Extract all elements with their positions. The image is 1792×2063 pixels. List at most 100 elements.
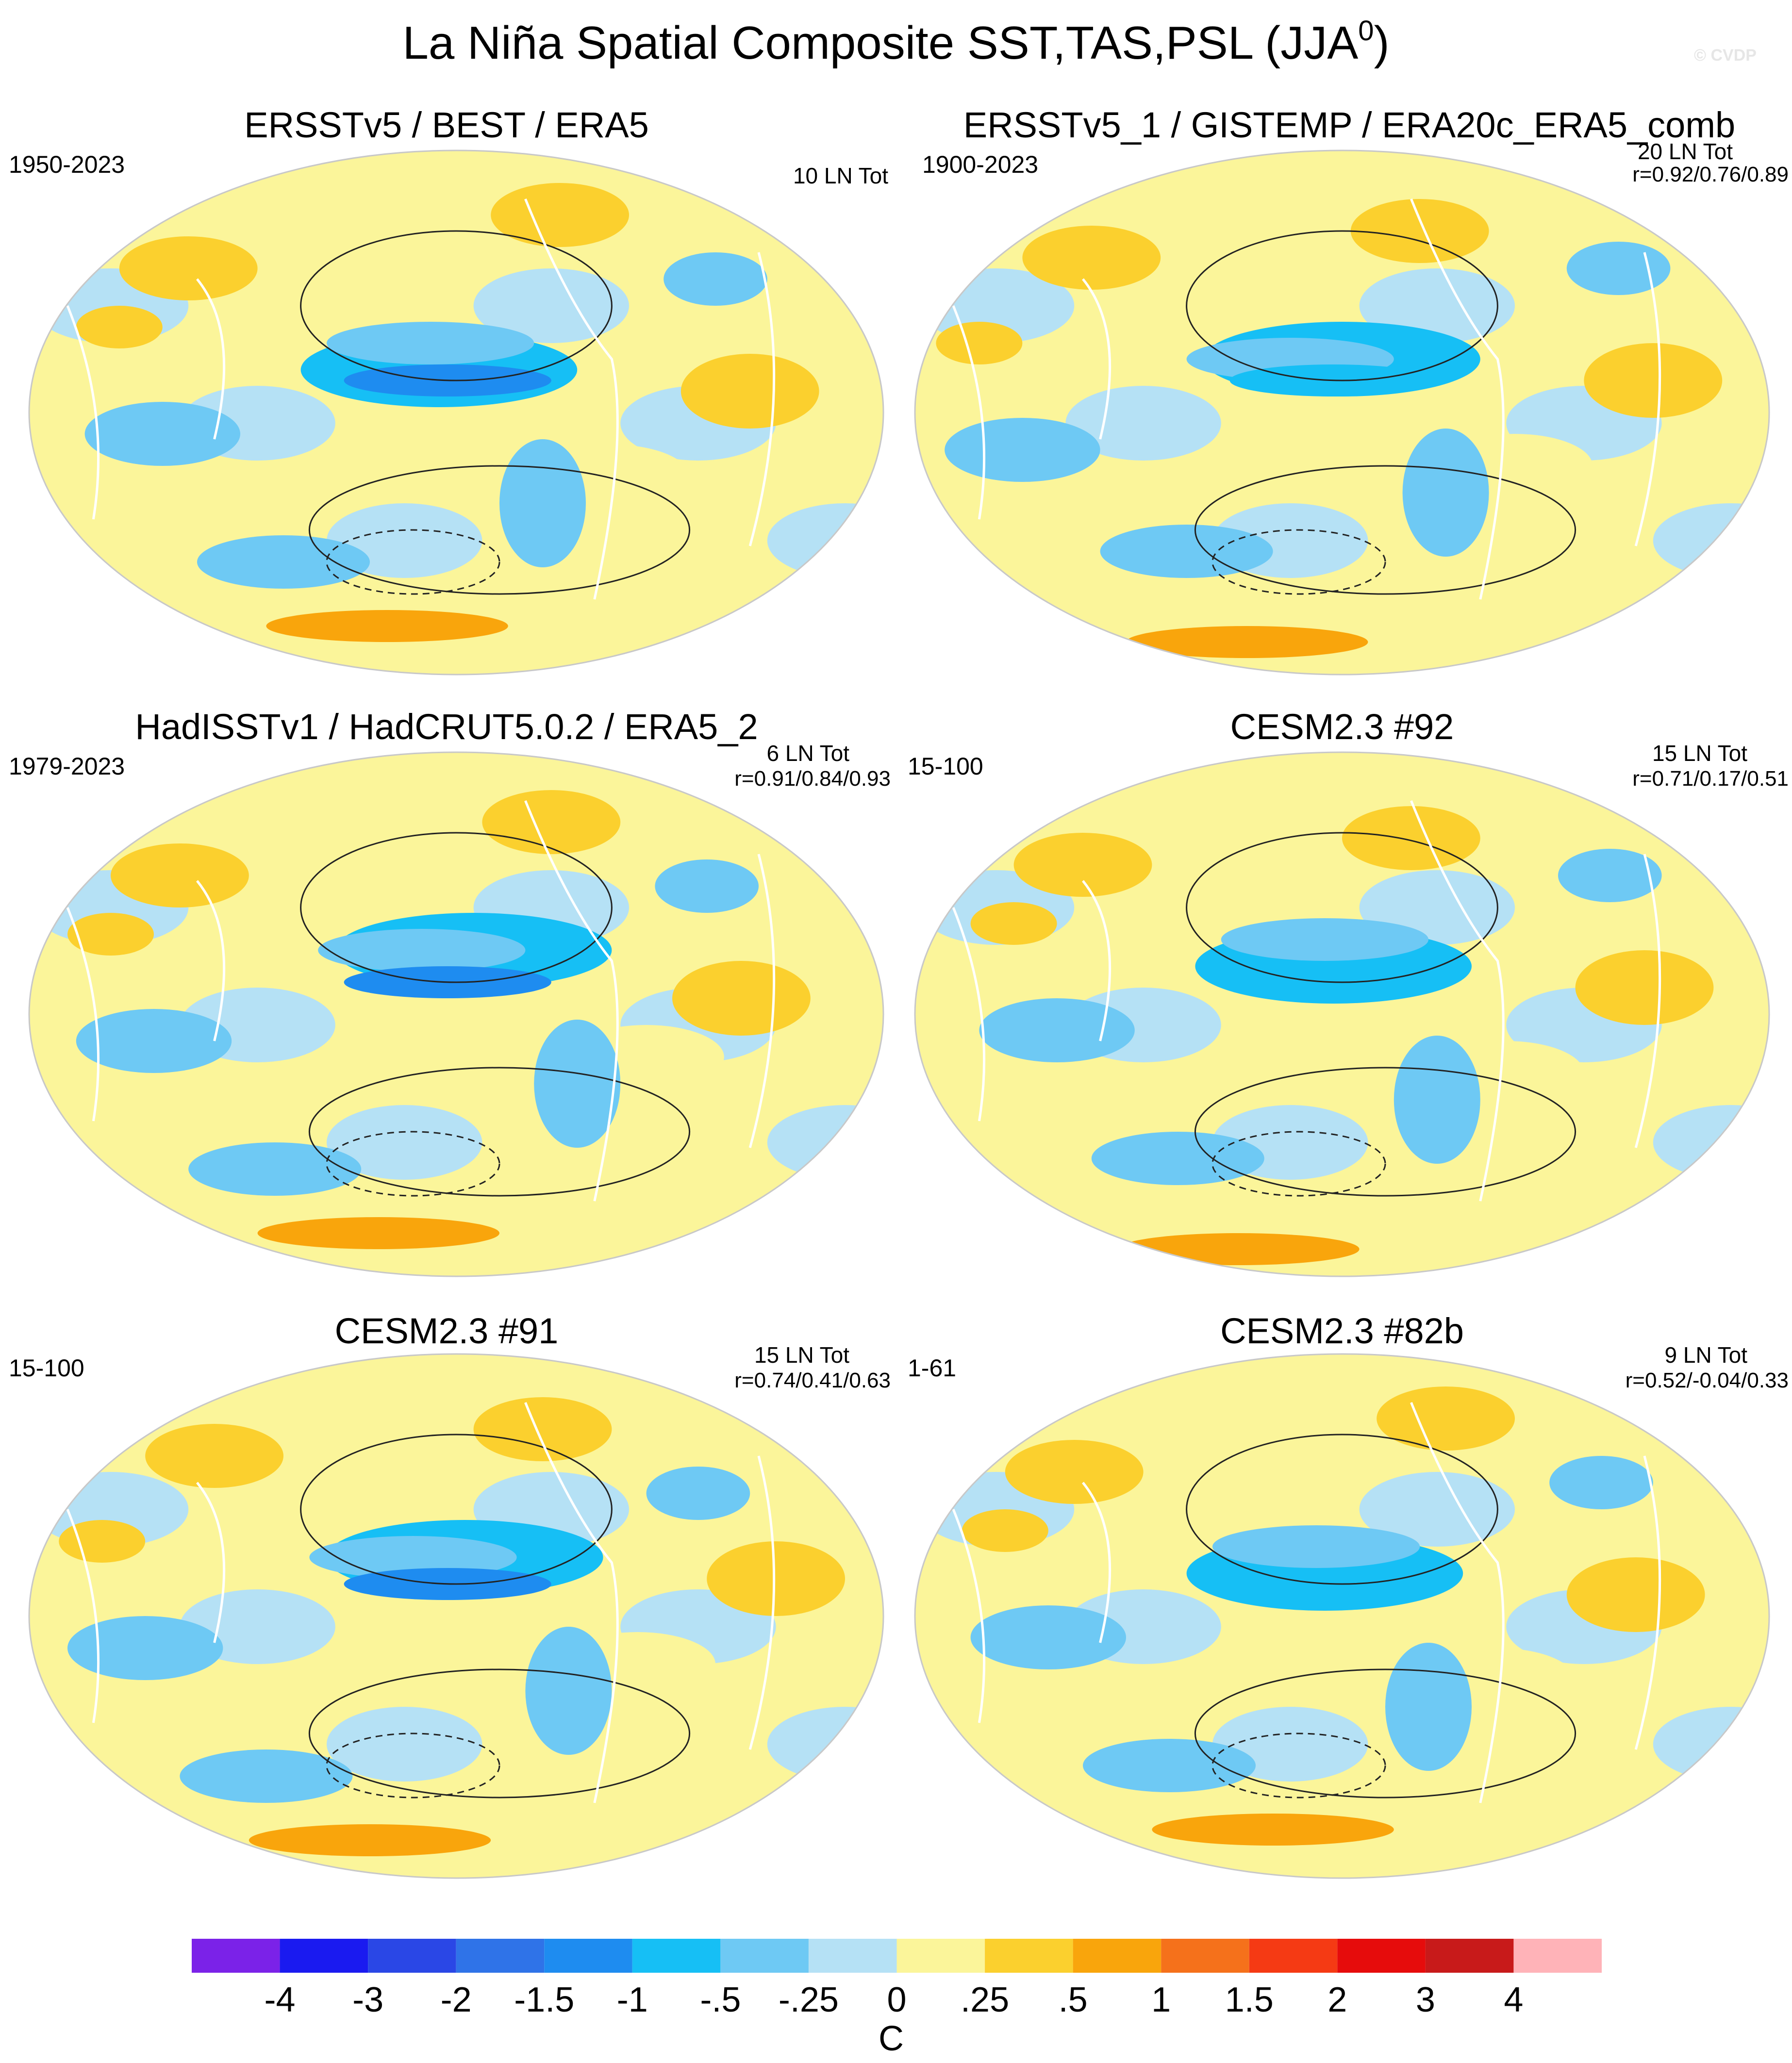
panel-2-event-count: 20 LN Tot xyxy=(1637,139,1733,164)
coastline xyxy=(1082,278,1112,440)
coastline xyxy=(1410,1402,1505,1803)
anomaly-region xyxy=(970,902,1057,945)
colorbar-tick-label: -2 xyxy=(440,1980,472,2019)
anomaly-region xyxy=(672,961,811,1036)
anomaly-region xyxy=(327,1707,482,1782)
colorbar-swatch xyxy=(720,1939,809,1973)
anomaly-region xyxy=(1152,1814,1394,1846)
anomaly-region xyxy=(327,1105,482,1180)
anomaly-region xyxy=(76,1009,232,1073)
panel-1-title: ERSSTv5 / BEST / ERA5 xyxy=(244,105,649,145)
anomaly-region xyxy=(180,1749,353,1803)
page-title: La Niña Spatial Composite SST,TAS,PSL (J… xyxy=(0,15,1792,70)
colorbar-tick-label: -.25 xyxy=(778,1980,839,2019)
colorbar-tick-label: .25 xyxy=(961,1980,1010,2019)
anomaly-region xyxy=(970,1605,1126,1669)
title-text: La Niña Spatial Composite SST,TAS,PSL (J… xyxy=(402,17,1359,69)
panel-5-title: CESM2.3 #91 xyxy=(334,1311,559,1351)
psl-contour xyxy=(1194,1067,1576,1197)
coastline xyxy=(1082,880,1112,1041)
anomaly-region xyxy=(257,1217,499,1249)
coastline xyxy=(952,1509,986,1723)
map-shading xyxy=(29,752,883,1276)
colorbar-swatch xyxy=(192,1939,280,1973)
psl-contour-negative xyxy=(1211,1131,1386,1197)
colorbar-tick-label: 1 xyxy=(1151,1980,1171,2019)
colorbar-tick-label: 0 xyxy=(887,1980,907,2019)
coastline xyxy=(1634,854,1661,1148)
psl-contour-negative xyxy=(326,529,500,595)
coastline xyxy=(1082,1482,1112,1643)
psl-contour xyxy=(1186,230,1498,381)
colorbar-tick-label: -1.5 xyxy=(514,1980,575,2019)
colorbar-tick-label: -4 xyxy=(264,1980,296,2019)
psl-contour-negative xyxy=(1211,1733,1386,1799)
coastline xyxy=(524,800,619,1202)
panel-4-map xyxy=(914,751,1770,1277)
psl-contour-negative xyxy=(1211,529,1386,595)
anomaly-region xyxy=(646,1467,750,1520)
anomaly-region xyxy=(67,913,154,956)
title-superscript: 0 xyxy=(1358,15,1374,47)
panel-1-event-count: 10 LN Tot xyxy=(793,163,888,188)
panel-6-title: CESM2.3 #82b xyxy=(1220,1311,1464,1351)
coastline xyxy=(748,252,776,546)
psl-contour xyxy=(1194,1668,1576,1799)
anomaly-region xyxy=(1005,1440,1144,1504)
panel-3-correlation: r=0.91/0.84/0.93 xyxy=(734,767,891,791)
colorbar-tick-label: -1 xyxy=(616,1980,648,2019)
psl-contour xyxy=(300,1434,613,1585)
anomaly-region xyxy=(1377,1386,1515,1451)
anomaly-region xyxy=(1013,833,1152,897)
anomaly-region xyxy=(1385,1643,1472,1771)
anomaly-region xyxy=(1091,1132,1264,1185)
coastline xyxy=(524,1402,619,1803)
title-close: ) xyxy=(1374,17,1390,69)
colorbar-tick-label: 2 xyxy=(1327,1980,1347,2019)
anomaly-region xyxy=(936,322,1023,364)
panel-4-title: CESM2.3 #92 xyxy=(1230,707,1454,747)
panel-4-correlation: r=0.71/0.17/0.51 xyxy=(1632,767,1789,791)
psl-contour xyxy=(1186,1434,1498,1585)
anomaly-region xyxy=(76,306,163,348)
anomaly-region xyxy=(664,252,767,306)
anomaly-region xyxy=(962,1509,1048,1552)
coastline xyxy=(952,907,986,1122)
panel-3-title: HadISSTv1 / HadCRUT5.0.2 / ERA5_2 xyxy=(135,707,758,747)
colorbar-swatch xyxy=(1073,1939,1161,1973)
panel-5-map xyxy=(28,1353,884,1879)
colorbar-tick-label: .5 xyxy=(1058,1980,1088,2019)
panel-6-period: 1-61 xyxy=(908,1354,957,1382)
anomaly-region xyxy=(655,859,759,913)
coastline xyxy=(66,305,100,520)
colorbar-tick-label: -3 xyxy=(352,1980,384,2019)
colorbar-swatch xyxy=(985,1939,1073,1973)
coastline xyxy=(952,305,986,520)
panel-5-correlation: r=0.74/0.41/0.63 xyxy=(734,1369,891,1392)
colorbar-swatch xyxy=(368,1939,456,1973)
colorbar-units: C xyxy=(879,2019,904,2058)
colorbar-swatch xyxy=(1425,1939,1514,1973)
panel-6-correlation: r=0.52/-0.04/0.33 xyxy=(1625,1369,1789,1392)
coastline xyxy=(1634,252,1661,546)
colorbar-swatch xyxy=(544,1939,632,1973)
coastline xyxy=(196,1482,226,1643)
anomaly-region xyxy=(1549,1456,1653,1509)
colorbar-swatch xyxy=(896,1939,985,1973)
coastline xyxy=(196,278,226,440)
anomaly-region xyxy=(1083,1739,1256,1792)
coastline xyxy=(748,1455,776,1750)
panel-2-map xyxy=(914,149,1770,676)
psl-contour xyxy=(308,465,691,595)
anomaly-region xyxy=(111,843,249,908)
panel-1-period: 1950-2023 xyxy=(9,151,125,178)
anomaly-region xyxy=(979,998,1135,1062)
anomaly-region xyxy=(1350,199,1489,263)
colorbar-swatch xyxy=(1513,1939,1602,1973)
colorbar-tick-label: 3 xyxy=(1415,1980,1435,2019)
anomaly-region xyxy=(1566,1557,1705,1632)
anomaly-region xyxy=(1575,950,1714,1025)
psl-contour xyxy=(308,1067,691,1197)
psl-contour xyxy=(308,1668,691,1799)
